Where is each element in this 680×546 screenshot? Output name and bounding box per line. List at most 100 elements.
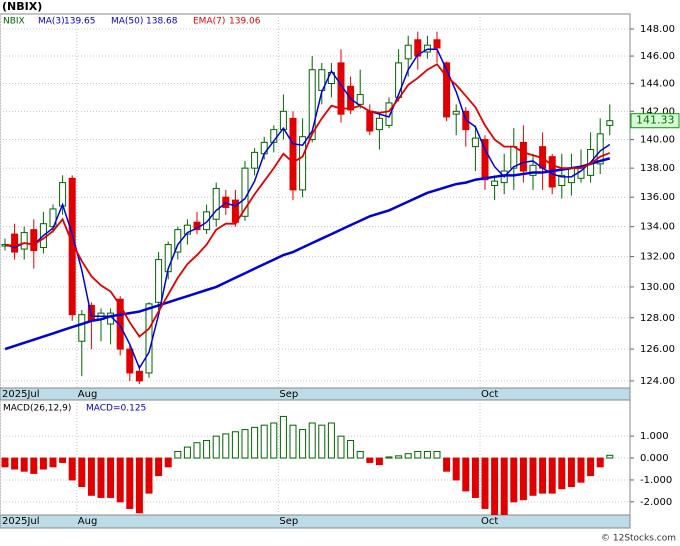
y-tick-label: 124.00 <box>640 376 675 387</box>
candle-body <box>375 117 383 131</box>
candle-body <box>433 39 441 49</box>
candle-body <box>11 233 19 253</box>
y-tick-label: 126.00 <box>640 344 675 355</box>
price-box <box>630 113 680 129</box>
candle-body <box>308 69 316 141</box>
y-tick-label: 136.00 <box>640 192 675 203</box>
macd-bar <box>59 457 67 463</box>
candle-body <box>481 139 489 181</box>
macd-bar <box>1 457 9 468</box>
macd-bar <box>87 457 95 496</box>
y-tick-label: 134.00 <box>640 222 675 233</box>
y-tick-label: 140.00 <box>640 135 675 146</box>
y-tick-label: 144.00 <box>640 78 675 89</box>
y-tick-label: 142.00 <box>640 106 675 117</box>
candle-body <box>471 137 479 148</box>
x-tick-label: Oct <box>481 389 498 400</box>
x-tick-label: 2025Jul <box>2 389 40 400</box>
legend-name: MA(50) <box>111 17 143 27</box>
x-tick-label: Aug <box>78 389 98 400</box>
y-tick-label: 130.00 <box>640 282 675 293</box>
candle-body <box>491 180 499 187</box>
macd-bar <box>347 440 355 459</box>
macd-bar <box>279 415 287 459</box>
candle-body <box>183 224 191 235</box>
macd-bar <box>308 422 316 459</box>
legend-name: EMA(7) <box>193 17 225 27</box>
y-tick-label: 128.00 <box>640 313 675 324</box>
candle-body <box>366 110 374 132</box>
candle-body <box>126 348 134 374</box>
candle-body <box>251 151 259 169</box>
macd-bar <box>452 457 460 481</box>
macd-bar <box>126 457 134 509</box>
candle-body <box>356 94 364 105</box>
candle-body <box>145 303 153 374</box>
candle-body <box>203 211 211 231</box>
candle-body <box>59 182 67 207</box>
macd-bar <box>203 440 211 459</box>
macd-bar <box>212 435 220 459</box>
line-series <box>4 63 611 338</box>
macd-bar <box>385 456 393 459</box>
macd-bar <box>145 457 153 494</box>
macd-bar <box>558 457 566 490</box>
macd-bar <box>462 457 470 492</box>
macd-title: MACD(26,12,9) <box>3 404 71 414</box>
macd-bar <box>510 457 518 503</box>
macd-bar <box>366 457 374 463</box>
y-tick-label: 148.00 <box>640 24 675 35</box>
y-tick-label: 1.000 <box>640 431 669 442</box>
line-series <box>4 48 611 370</box>
macd-bar <box>164 457 172 468</box>
candle-body <box>116 298 124 350</box>
macd-bar <box>539 457 547 494</box>
candle-body <box>155 259 163 303</box>
macd-bar <box>116 457 124 503</box>
macd-bar <box>375 457 383 466</box>
legend-value: 138.68 <box>146 17 178 27</box>
legend-value: 139.65 <box>64 17 96 27</box>
y-tick-label: 146.00 <box>640 51 675 62</box>
candle-body <box>404 44 412 60</box>
macd-bar <box>270 422 278 459</box>
candle-body <box>519 141 527 172</box>
macd-bar <box>20 457 28 472</box>
macd-bar <box>433 450 441 459</box>
candle-body <box>443 62 451 118</box>
macd-bar <box>519 457 527 501</box>
y-tick-label: -2.000 <box>640 497 672 508</box>
macd-bar <box>481 457 489 509</box>
footer: © 12Stocks.com <box>601 534 676 544</box>
candle-body <box>452 110 460 115</box>
macd-bar <box>30 457 38 474</box>
candle-body <box>606 120 614 126</box>
candle-body <box>510 146 518 169</box>
macd-bar <box>491 457 499 515</box>
macd-bar <box>529 457 537 496</box>
macd-bar <box>251 426 259 459</box>
macd-value: MACD=0.125 <box>86 404 146 414</box>
macd-bar <box>231 431 239 459</box>
candle-body <box>78 314 86 342</box>
macd-bar <box>567 457 575 488</box>
candle-body <box>279 110 287 131</box>
x-tick-label: Aug <box>78 516 98 527</box>
date-strip <box>0 514 631 529</box>
macd-bar <box>596 457 604 468</box>
macd-bar <box>49 457 57 468</box>
legend-label: NBIX <box>3 17 25 27</box>
candle-body <box>135 370 143 382</box>
price-label: 141.33 <box>636 114 675 127</box>
macd-bar <box>500 457 508 515</box>
macd-bar <box>222 433 230 459</box>
candle-body <box>529 164 537 176</box>
macd-bar <box>78 457 86 488</box>
macd-bar <box>183 446 191 459</box>
macd-bar <box>356 450 364 459</box>
macd-bar <box>337 435 345 459</box>
candle-body <box>212 187 220 220</box>
macd-bar <box>289 424 297 459</box>
macd-bar <box>68 457 76 481</box>
legend-value: 139.06 <box>229 17 261 27</box>
